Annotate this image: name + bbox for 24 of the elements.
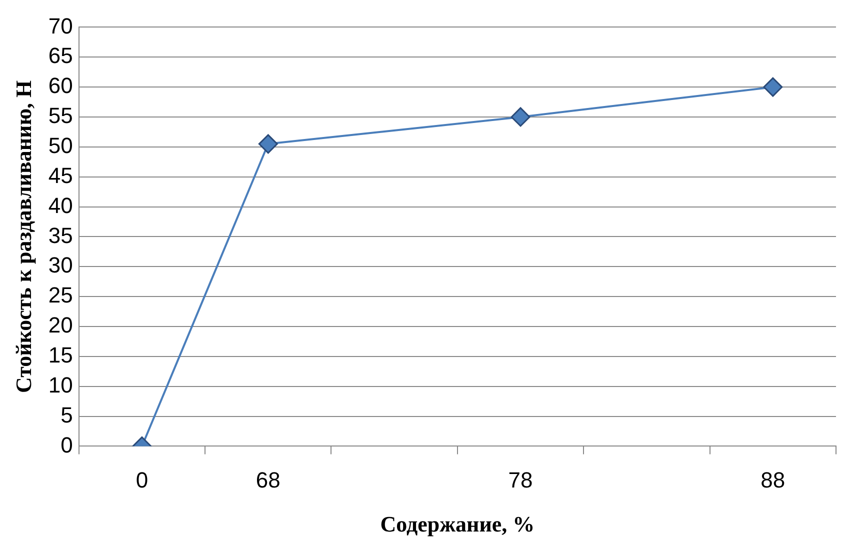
- x-tick-label: 68: [256, 467, 280, 492]
- y-tick-label: 60: [48, 73, 73, 98]
- y-tick-label: 0: [60, 432, 73, 458]
- point: [258, 134, 278, 154]
- y-tick-label: 30: [48, 252, 73, 278]
- y-tick-label: 65: [48, 43, 73, 68]
- y-tick-label: 55: [48, 103, 73, 128]
- x-tick-label: 78: [508, 467, 533, 492]
- y-axis-title: Стойкость к раздавливанию, Н: [10, 80, 36, 394]
- x-axis-title: Содержание, %: [380, 511, 535, 536]
- y-tick-label: 5: [60, 402, 73, 428]
- x-tick-label: 0: [136, 467, 148, 492]
- y-tick-label: 25: [48, 282, 73, 308]
- y-tick-label: 20: [48, 312, 73, 338]
- y-tick-label: 40: [48, 192, 73, 218]
- y-tick-label: 10: [48, 372, 73, 398]
- point: [510, 107, 530, 127]
- y-tick-label: 35: [48, 222, 73, 248]
- y-tick-label: 70: [48, 13, 73, 38]
- x-tick-label: 88: [760, 467, 786, 492]
- y-tick-label: 50: [48, 132, 73, 158]
- y-tick-label: 45: [48, 162, 73, 188]
- y-tick-label: 15: [48, 342, 73, 368]
- point: [763, 77, 783, 97]
